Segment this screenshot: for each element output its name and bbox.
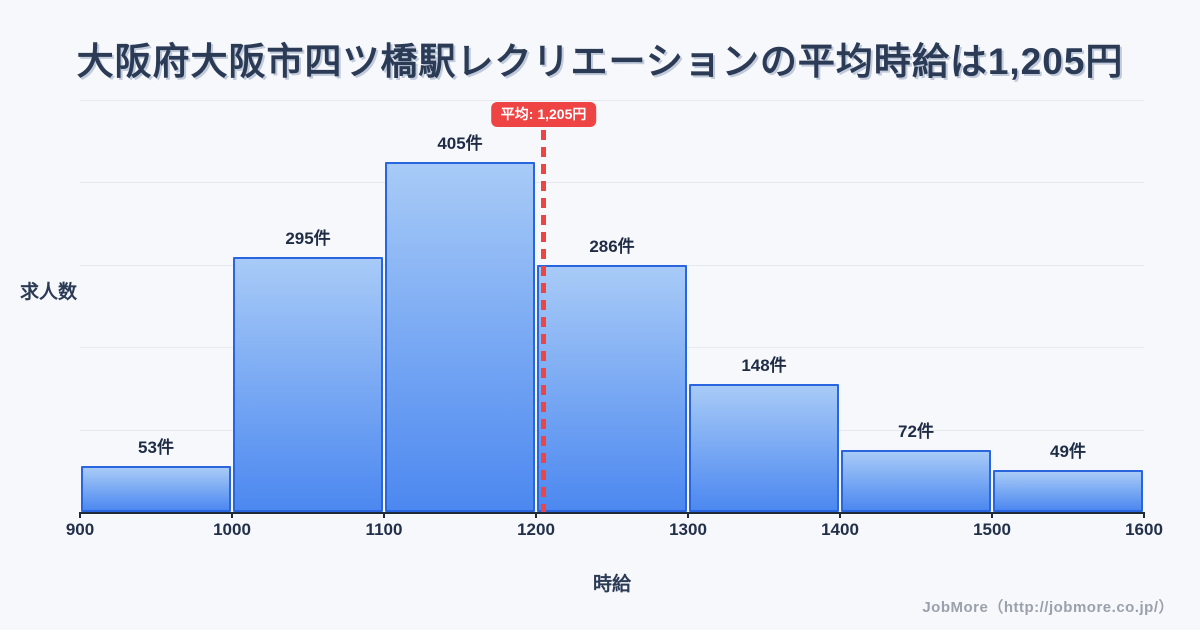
bar-count-label: 49件 <box>1050 442 1086 461</box>
bar-count-label: 295件 <box>285 229 331 248</box>
x-tick-label: 1300 <box>669 520 707 539</box>
x-tick-mark <box>79 512 81 518</box>
average-line <box>541 130 547 512</box>
x-tick-mark <box>535 512 537 518</box>
x-tick-mark <box>839 512 841 518</box>
x-tick-mark <box>687 512 689 518</box>
x-tick-label: 900 <box>65 520 95 539</box>
histogram-bar <box>993 470 1143 512</box>
x-tick-mark <box>1143 512 1145 518</box>
x-axis-title: 時給 <box>592 574 631 595</box>
histogram-bar <box>689 384 839 512</box>
y-axis-title: 求人数 <box>20 282 78 303</box>
average-badge: 平均: 1,205円 <box>490 102 597 127</box>
x-tick-mark <box>231 512 233 518</box>
x-tick-label: 1500 <box>973 520 1011 539</box>
x-tick-label: 1400 <box>821 520 859 539</box>
bar-count-label: 53件 <box>138 438 174 457</box>
histogram-bar <box>81 466 231 512</box>
x-tick-mark <box>991 512 993 518</box>
histogram-plot: 53件 295件 405件 286件 148件 72件 49件 900 1000 1100 1200… <box>66 100 1163 539</box>
bar-count-label: 148件 <box>741 356 787 375</box>
gridline <box>80 182 1144 184</box>
histogram-bar <box>841 450 991 512</box>
x-tick-label: 1000 <box>213 520 251 539</box>
histogram-bar <box>385 162 535 512</box>
x-tick-mark <box>383 512 385 518</box>
bar-count-label: 405件 <box>437 134 483 153</box>
x-tick-label: 1600 <box>1125 520 1163 539</box>
footer-credit: JobMore（http://jobmore.co.jp/） <box>922 599 1174 616</box>
histogram-bar <box>537 265 687 512</box>
page-title: 大阪府大阪市四ツ橋駅レクリエーションの平均時給は1,205円 <box>76 41 1124 82</box>
x-tick-label: 1200 <box>517 520 555 539</box>
bar-count-label: 286件 <box>589 237 635 256</box>
histogram-bar <box>233 257 383 512</box>
x-tick-label: 1100 <box>365 520 403 539</box>
gridline <box>80 100 1144 101</box>
bar-count-label: 72件 <box>898 422 934 441</box>
